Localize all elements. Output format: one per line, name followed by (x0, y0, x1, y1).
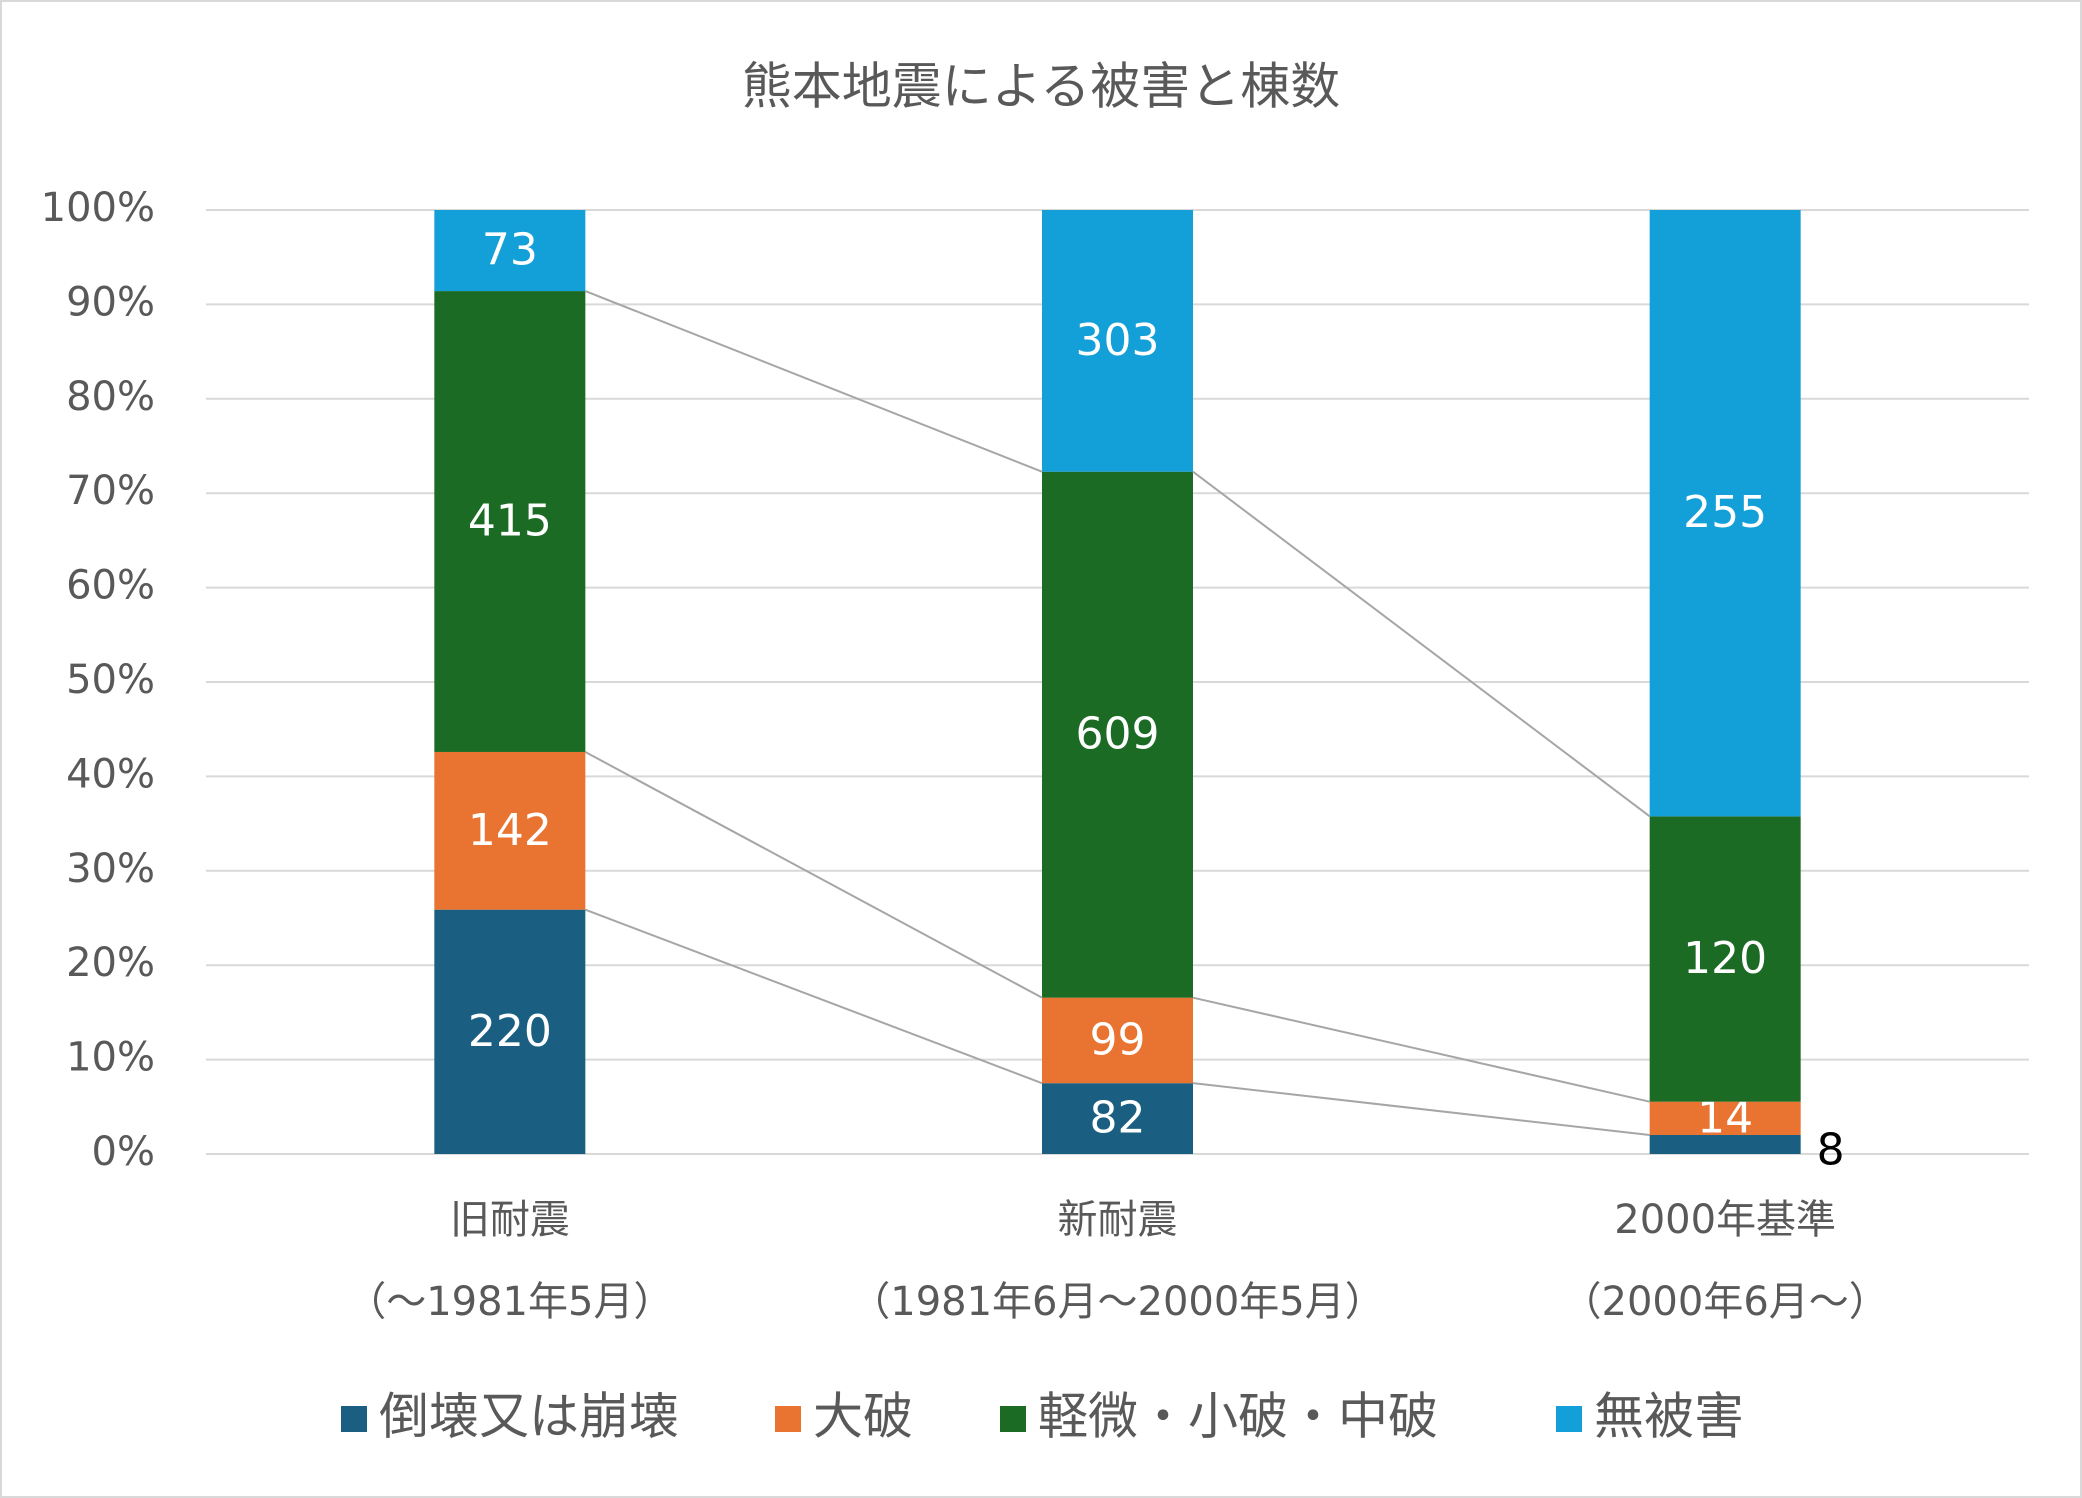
series-line (584, 290, 1043, 473)
series-line (1192, 470, 1651, 818)
y-tick-label: 20% (66, 940, 155, 986)
bar-segment (1649, 210, 1801, 817)
legend-label: 大破 (813, 1388, 913, 1446)
bar-segment (1042, 1083, 1193, 1154)
x-tick-label: 旧耐震 (450, 1197, 570, 1243)
legend-swatch (775, 1406, 801, 1432)
data-label: 303 (1076, 315, 1160, 366)
x-tick-label: 新耐震 (1058, 1197, 1178, 1243)
y-tick-label: 70% (66, 468, 155, 514)
bar-segment (1649, 1134, 1801, 1154)
y-tick-label: 30% (66, 846, 155, 892)
bar-segment (434, 909, 586, 1154)
y-tick-label: 50% (66, 657, 155, 703)
bar-segment (1649, 816, 1801, 1102)
y-tick-label: 10% (66, 1035, 155, 1081)
legend-label: 軽微・小破・中破 (1038, 1388, 1438, 1446)
legend-swatch (1556, 1406, 1582, 1432)
y-tick-label: 0% (92, 1129, 155, 1175)
bar-segment (1042, 471, 1193, 998)
data-label: 220 (468, 1006, 552, 1057)
data-label: 8 (1817, 1124, 1845, 1175)
y-tick-label: 60% (66, 563, 155, 609)
series-line (1192, 996, 1650, 1103)
bar-segment (434, 291, 586, 752)
data-label: 99 (1090, 1014, 1146, 1065)
data-label: 415 (468, 496, 552, 547)
bar-segment (434, 751, 586, 910)
series-line (584, 908, 1043, 1085)
data-label: 142 (468, 805, 552, 856)
legend-label: 無被害 (1594, 1388, 1744, 1446)
x-tick-label: （～1981年5月） (346, 1279, 673, 1325)
data-label: 73 (482, 225, 538, 276)
y-tick-label: 100% (41, 185, 155, 231)
series-line (584, 751, 1043, 999)
y-tick-label: 90% (66, 279, 155, 325)
legend-label: 倒壊又は崩壊 (379, 1388, 679, 1446)
legend-swatch (341, 1406, 367, 1432)
data-label: 82 (1090, 1093, 1146, 1144)
bar-segment (1649, 1101, 1801, 1135)
bar-segment (1042, 997, 1193, 1084)
legend-swatch (1000, 1406, 1026, 1432)
y-tick-label: 80% (66, 374, 155, 420)
bar-segment (434, 210, 586, 292)
x-tick-label: （2000年6月～） (1562, 1279, 1889, 1325)
data-label: 120 (1683, 933, 1767, 984)
y-tick-label: 40% (66, 751, 155, 797)
x-tick-label: 2000年基準 (1614, 1197, 1836, 1243)
series-line (1192, 1082, 1650, 1136)
data-label: 609 (1076, 709, 1160, 760)
chart-title: 熊本地震による被害と棟数 (742, 58, 1341, 116)
bar-segment (1042, 210, 1193, 472)
data-label: 255 (1683, 487, 1767, 538)
x-tick-label: （1981年6月～2000年5月） (850, 1279, 1385, 1325)
